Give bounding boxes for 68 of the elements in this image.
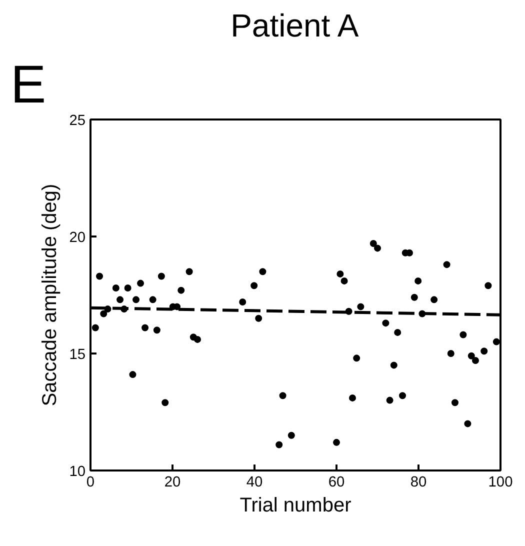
x-tick-label: 100: [488, 474, 513, 490]
point: [451, 399, 458, 406]
point: [142, 324, 149, 332]
text: E: [10, 56, 46, 114]
y-tick-label: 15: [69, 347, 86, 363]
point: [96, 272, 104, 280]
point: [353, 354, 360, 362]
point: [239, 298, 246, 306]
point: [430, 296, 438, 304]
point: [480, 348, 488, 355]
point: [124, 284, 132, 292]
y-tick-label: 25: [69, 113, 86, 129]
point: [468, 352, 475, 360]
point: [132, 296, 140, 304]
point: [374, 244, 381, 252]
point: [345, 308, 352, 315]
point: [104, 306, 112, 313]
chart-title: Patient A: [230, 8, 360, 44]
x-axis-title: Trial number: [240, 494, 352, 516]
point: [492, 338, 500, 346]
point: [410, 294, 418, 301]
point: [186, 268, 193, 276]
point: [100, 310, 108, 318]
point: [394, 328, 402, 336]
point: [120, 306, 128, 313]
x-tick-label: 60: [328, 474, 345, 490]
x-tick-label: 80: [410, 474, 427, 490]
point: [279, 392, 286, 400]
y-axis-title: Saccade amplitude (deg): [39, 184, 62, 406]
point: [137, 280, 144, 287]
point: [414, 277, 422, 284]
point: [333, 438, 340, 446]
x-tick-label: 40: [246, 474, 263, 490]
point: [116, 296, 124, 304]
point: [370, 240, 377, 248]
point: [259, 268, 266, 276]
point: [418, 310, 426, 318]
point: [250, 282, 258, 290]
point: [255, 314, 262, 322]
point: [357, 303, 364, 310]
point: [276, 441, 283, 448]
point: [443, 261, 450, 268]
point: [158, 272, 165, 280]
point: [390, 362, 398, 369]
y-tick-label: 10: [69, 464, 86, 480]
point: [460, 331, 467, 338]
point: [472, 357, 479, 364]
point: [194, 336, 202, 343]
point: [129, 371, 136, 378]
point: [340, 277, 348, 284]
point: [386, 396, 394, 404]
y-tick-label: 20: [69, 230, 86, 246]
point: [447, 350, 454, 357]
x-tick-label: 0: [86, 474, 95, 490]
point: [336, 270, 344, 278]
point: [382, 320, 390, 327]
point: [178, 286, 185, 294]
point: [288, 432, 295, 439]
point: [399, 392, 406, 400]
x-tick-label: 20: [164, 474, 181, 490]
point: [162, 399, 169, 406]
point: [112, 284, 120, 292]
point: [348, 394, 356, 402]
point: [484, 282, 492, 290]
point: [92, 324, 99, 332]
point: [464, 420, 472, 428]
point: [149, 296, 156, 304]
point: [153, 326, 160, 334]
